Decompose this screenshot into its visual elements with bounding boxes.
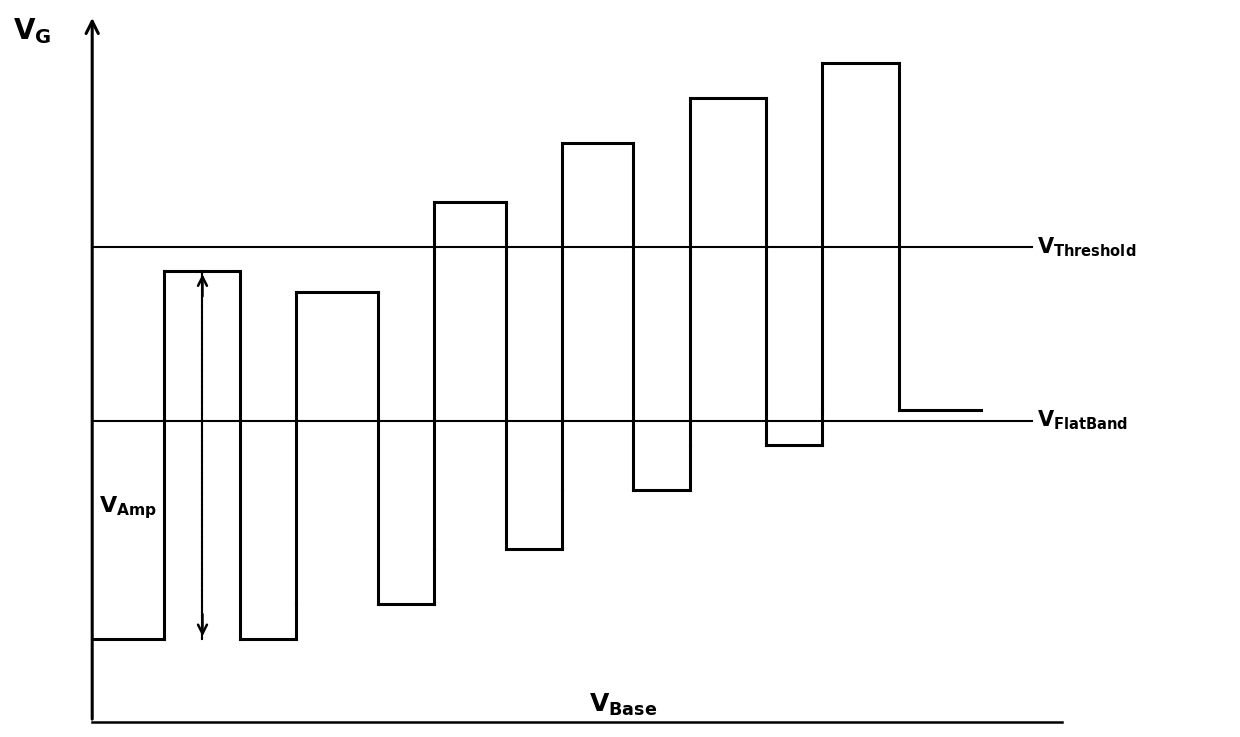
Text: $\mathbf{V_{FlatBand}}$: $\mathbf{V_{FlatBand}}$	[1037, 409, 1127, 433]
Text: $\mathbf{V_{Threshold}}$: $\mathbf{V_{Threshold}}$	[1037, 235, 1136, 259]
Text: $\mathbf{V_{Base}}$: $\mathbf{V_{Base}}$	[589, 692, 657, 718]
Text: $\mathbf{V_{Amp}}$: $\mathbf{V_{Amp}}$	[99, 494, 157, 521]
Text: $\mathbf{V_G}$: $\mathbf{V_G}$	[12, 16, 51, 46]
